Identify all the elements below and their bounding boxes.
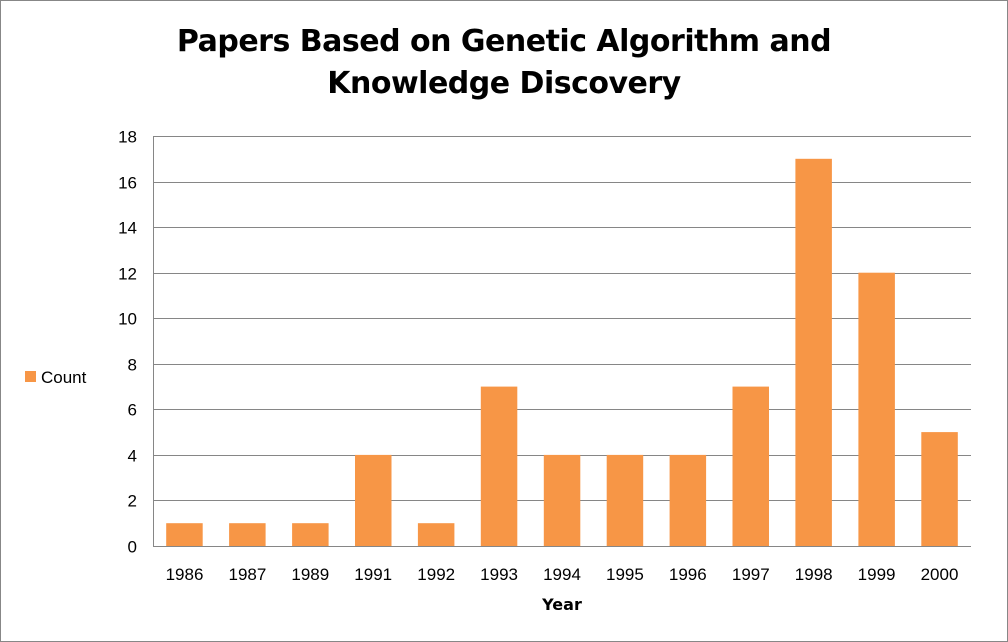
x-tick-label-1999: 1999	[858, 565, 896, 584]
bars	[166, 158, 958, 547]
bar-1999	[858, 272, 895, 546]
bar-1992	[417, 523, 455, 546]
chart-title: Papers Based on Genetic Algorithm and Kn…	[151, 21, 857, 105]
bar-1995	[606, 454, 644, 546]
bar-1997	[732, 386, 769, 546]
y-tick-label-10: 10	[118, 310, 137, 329]
bar-2000	[921, 432, 958, 546]
y-tick-label-4: 4	[128, 447, 137, 466]
bar-1987	[229, 523, 266, 546]
x-tick-label-1997: 1997	[732, 565, 770, 584]
axes	[153, 136, 971, 547]
bar-1989	[292, 523, 329, 546]
x-tick-label-1992: 1992	[417, 565, 455, 584]
bar-1993	[480, 386, 518, 546]
y-tick-label-8: 8	[128, 356, 137, 375]
x-tick-label-1986: 1986	[166, 565, 204, 584]
gridlines	[153, 136, 971, 501]
y-tick-label-16: 16	[118, 174, 137, 193]
legend-label-count: Count	[41, 368, 87, 387]
y-tick-label-14: 14	[118, 219, 137, 238]
y-tick-label-0: 0	[128, 538, 137, 557]
bar-1998	[795, 158, 832, 547]
bar-1996	[669, 454, 707, 546]
x-tick-label-1989: 1989	[291, 565, 329, 584]
x-tick-label-2000: 2000	[921, 565, 959, 584]
y-tick-label-12: 12	[118, 265, 137, 284]
x-tick-label-1996: 1996	[669, 565, 707, 584]
x-tick-label-1994: 1994	[543, 565, 581, 584]
tick-labels: 0 2 4 6 8 10 12 14 16 18 1986 1987 1989 1991 1992 1993 1…	[118, 128, 958, 615]
chart-title-line-2: Knowledge Discovery	[327, 66, 681, 101]
x-tick-label-1987: 1987	[228, 565, 266, 584]
x-tick-label-1993: 1993	[480, 565, 518, 584]
bar-1994	[543, 454, 581, 546]
x-tick-label-1998: 1998	[795, 565, 833, 584]
legend: Count	[25, 368, 87, 387]
bar-1991	[355, 454, 392, 546]
x-tick-label-1995: 1995	[606, 565, 644, 584]
x-axis-title: Year	[541, 595, 582, 614]
y-tick-label-6: 6	[128, 401, 137, 420]
y-tick-label-2: 2	[128, 492, 137, 511]
y-tick-label-18: 18	[118, 128, 137, 147]
bar-1986	[166, 523, 203, 546]
x-tick-label-1991: 1991	[354, 565, 392, 584]
chart-title-line-1: Papers Based on Genetic Algorithm and	[176, 24, 832, 59]
legend-swatch-count	[25, 371, 36, 382]
